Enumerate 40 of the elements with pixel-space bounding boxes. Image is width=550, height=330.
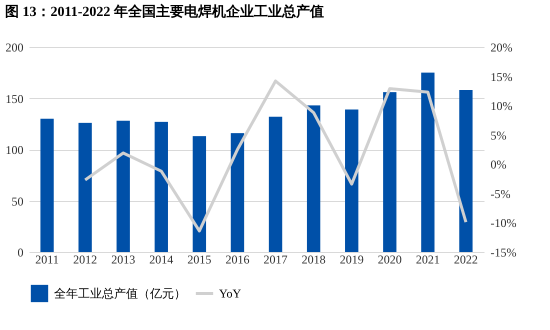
- bar: [306, 105, 320, 252]
- bar: [383, 92, 396, 252]
- legend-label: YoY: [219, 286, 242, 300]
- y-tick-label: 200: [6, 40, 24, 54]
- bar: [459, 90, 473, 252]
- x-tick-label: 2016: [225, 252, 250, 266]
- bar: [192, 136, 206, 252]
- x-tick-label: 2022: [454, 252, 478, 266]
- x-tick-label: 2011: [35, 252, 59, 266]
- bar: [40, 118, 54, 252]
- y2-tick-label: -10%: [490, 216, 516, 230]
- x-tick-label: 2013: [111, 252, 136, 266]
- y2-tick-label: 15%: [490, 70, 512, 84]
- chart-title: 图 13：2011-2022 年全国主要电焊机企业工业总产值: [5, 3, 324, 20]
- bar: [154, 122, 168, 252]
- y2-tick-label: 0%: [490, 158, 506, 172]
- x-tick-label: 2020: [378, 252, 402, 266]
- x-tick-label: 2018: [302, 252, 326, 266]
- y-tick-label: 0: [18, 246, 24, 260]
- x-tick-label: 2015: [187, 252, 212, 266]
- y2-tick-label: 5%: [490, 128, 506, 142]
- y-tick-label: 100: [6, 143, 24, 157]
- x-tick-label: 2021: [416, 252, 440, 266]
- y2-tick-label: 10%: [490, 99, 512, 114]
- x-tick-label: 2012: [73, 252, 98, 266]
- legend-label: 全年工业总产值（亿元）: [54, 286, 186, 300]
- bar: [116, 120, 130, 252]
- y2-tick-label: -5%: [490, 186, 510, 201]
- x-tick-label: 2014: [149, 252, 174, 266]
- bar: [78, 122, 92, 252]
- y-tick-label: 50: [12, 194, 24, 208]
- x-tick-label: 2019: [340, 252, 364, 266]
- y-tick-label: 150: [6, 92, 24, 106]
- bar: [421, 72, 434, 252]
- x-tick-label: 2017: [264, 252, 288, 266]
- y2-tick-label: -15%: [490, 246, 516, 260]
- bar: [345, 110, 358, 252]
- bar: [230, 133, 244, 252]
- y2-tick-label: 20%: [490, 40, 512, 54]
- bar: [268, 116, 282, 252]
